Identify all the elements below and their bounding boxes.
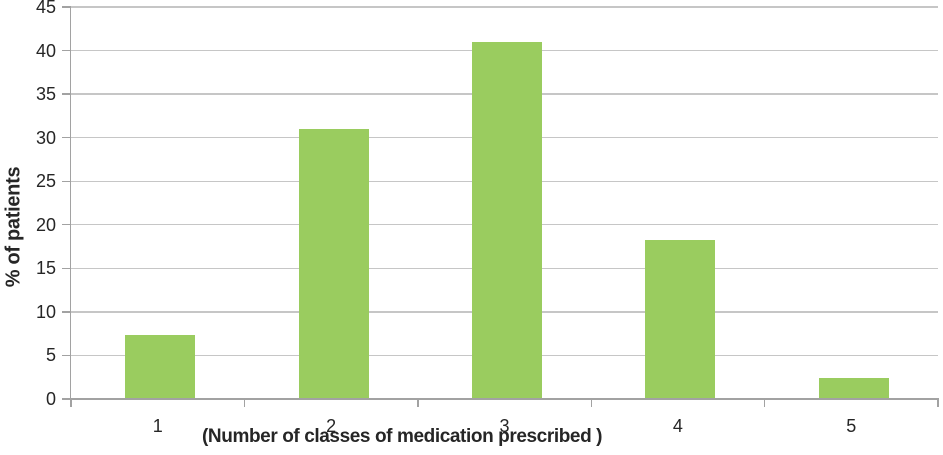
x-axis-line bbox=[69, 398, 939, 400]
y-tick-label: 45 bbox=[35, 0, 56, 17]
x-axis-tick bbox=[763, 399, 766, 407]
y-axis-tick bbox=[62, 398, 71, 400]
x-tick-label: 2 bbox=[326, 416, 337, 436]
y-axis-tick bbox=[62, 354, 71, 357]
x-tick-label: 3 bbox=[499, 416, 510, 436]
y-tick-label: 25 bbox=[35, 171, 56, 192]
y-axis-title: % of patients bbox=[2, 166, 25, 288]
y-tick-label: 0 bbox=[45, 389, 56, 409]
bar bbox=[818, 378, 889, 399]
y-axis-tick bbox=[62, 180, 71, 182]
x-axis-title: (Number of classes of medication prescri… bbox=[202, 426, 603, 447]
y-tick-label: 35 bbox=[35, 84, 56, 105]
y-axis-tick bbox=[62, 311, 71, 313]
bar bbox=[645, 240, 716, 399]
y-tick-label: 20 bbox=[35, 214, 56, 235]
bar bbox=[472, 41, 542, 399]
y-tick-label: 10 bbox=[35, 301, 56, 322]
y-axis-tick bbox=[62, 6, 71, 8]
y-axis-tick bbox=[62, 267, 71, 270]
y-axis-tick bbox=[62, 93, 71, 95]
gridline bbox=[71, 6, 938, 8]
x-axis-tick bbox=[417, 399, 419, 407]
bar bbox=[298, 128, 369, 399]
x-axis-tick bbox=[590, 399, 592, 407]
y-tick-label: 40 bbox=[35, 40, 56, 61]
y-tick-label: 5 bbox=[45, 345, 56, 366]
x-axis-tick bbox=[70, 399, 72, 407]
y-axis-tick bbox=[62, 136, 71, 139]
bar bbox=[125, 334, 196, 399]
y-tick-label: 30 bbox=[35, 127, 56, 148]
x-axis-tick bbox=[937, 399, 939, 407]
x-tick-label: 4 bbox=[672, 416, 683, 436]
y-axis-tick bbox=[62, 224, 71, 226]
y-axis-line bbox=[69, 7, 72, 400]
x-axis-tick bbox=[243, 399, 246, 407]
x-tick-label: 1 bbox=[152, 416, 163, 436]
y-axis-tick bbox=[62, 49, 71, 52]
y-tick-label: 15 bbox=[35, 258, 56, 279]
x-tick-label: 5 bbox=[846, 416, 857, 436]
